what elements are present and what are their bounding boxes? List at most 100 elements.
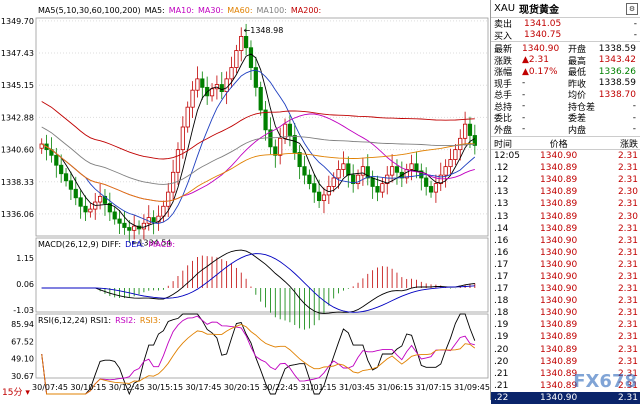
tick-c1: .13 bbox=[494, 199, 509, 210]
tick-c1: .12 bbox=[494, 163, 509, 174]
tick-c3: 2.31 bbox=[617, 163, 638, 174]
quote-v2: - bbox=[632, 124, 636, 135]
time-axis-label: 30/22:45 bbox=[262, 383, 298, 392]
tick-row[interactable]: .13 1340.89 2.31 bbox=[491, 198, 640, 210]
candle-body bbox=[287, 123, 293, 136]
quote-k2: 均价 bbox=[568, 91, 587, 102]
candle-body bbox=[39, 143, 44, 149]
tick-c3: 2.31 bbox=[617, 223, 638, 234]
tick-c1: .20 bbox=[494, 356, 509, 367]
quote-v2: 1338.59 bbox=[598, 43, 636, 54]
watermark-logo: FX678 bbox=[573, 371, 637, 392]
tick-c1: .19 bbox=[494, 332, 509, 343]
tick-c1: .18 bbox=[494, 296, 509, 307]
candle-body bbox=[438, 174, 443, 185]
candle-body bbox=[312, 183, 317, 193]
tick-row[interactable]: .16 1340.90 2.31 bbox=[491, 247, 640, 259]
price-axis-label: 1349.70 bbox=[1, 17, 34, 26]
candle-body bbox=[59, 164, 64, 175]
candle-body bbox=[209, 88, 215, 97]
candle-body bbox=[83, 205, 88, 213]
candle-body bbox=[73, 188, 78, 199]
sell-row: 卖出 1341.05 - bbox=[494, 18, 637, 31]
candle-body bbox=[258, 86, 263, 111]
macd-axis-label: 1.15 bbox=[16, 254, 34, 263]
tick-row[interactable]: .17 1340.90 2.31 bbox=[491, 271, 640, 283]
candle-body bbox=[248, 47, 254, 68]
tick-c1: .14 bbox=[494, 223, 509, 234]
ma10-line bbox=[41, 69, 476, 224]
main-legend-item-2: MA10: bbox=[168, 6, 195, 15]
candle-body bbox=[453, 149, 458, 160]
quote-row: 委比 - 委差 - bbox=[491, 112, 640, 125]
main-legend: MA5(5,10,30,60,100,200) MA5: MA10: MA30: MA6… bbox=[38, 5, 325, 17]
time-axis-label: 30/15:15 bbox=[147, 383, 183, 392]
quote-k: 总手 bbox=[494, 91, 513, 102]
tick-row[interactable]: .18 1340.90 2.31 bbox=[491, 295, 640, 307]
candle-body bbox=[462, 123, 468, 139]
ticks-list[interactable]: 12:05 1340.90 2.31 .12 1340.89 2.31 .12 1340.89… bbox=[491, 150, 640, 404]
chart-area[interactable]: 1349.70 1347.43 1345.15 1342.88 1340.60 1338.… bbox=[0, 0, 490, 400]
candle-body bbox=[175, 149, 181, 173]
quote-v2: - bbox=[632, 101, 636, 112]
tick-row[interactable]: .13 1340.89 2.30 bbox=[491, 210, 640, 222]
tick-row[interactable]: .12 1340.89 2.31 bbox=[491, 174, 640, 186]
timeframe-selector[interactable]: 15分 ▾ bbox=[2, 388, 30, 398]
candle-body bbox=[428, 186, 434, 193]
ma200-line bbox=[41, 101, 475, 160]
tick-row[interactable]: .22 1340.90 2.31 bbox=[491, 391, 640, 404]
quote-row: 最新 1340.90 开盘 1338.59 bbox=[491, 43, 640, 56]
candle-body bbox=[273, 146, 278, 156]
tick-c2: 1340.90 bbox=[540, 259, 578, 270]
candle-body bbox=[321, 194, 327, 202]
candle-body bbox=[297, 152, 302, 168]
candle-body bbox=[112, 211, 117, 220]
tick-c1: .17 bbox=[494, 259, 509, 270]
tick-row[interactable]: .21 1340.89 2.31 bbox=[491, 380, 640, 392]
candle-body bbox=[380, 183, 385, 193]
candle-body bbox=[443, 166, 448, 176]
tick-row[interactable]: .20 1340.89 2.31 bbox=[491, 356, 640, 368]
candle-body bbox=[307, 174, 312, 185]
tick-c3: 2.31 bbox=[617, 175, 638, 186]
tick-row[interactable]: .20 1340.89 2.31 bbox=[491, 344, 640, 356]
tick-row[interactable]: .14 1340.89 2.31 bbox=[491, 223, 640, 235]
tick-row[interactable]: 12:05 1340.90 2.31 bbox=[491, 150, 640, 162]
candle-body bbox=[302, 166, 307, 176]
rsi-axis-label: 85.94 bbox=[11, 320, 34, 329]
quote-k: 现手 bbox=[494, 79, 513, 90]
tick-c3: 2.31 bbox=[617, 368, 638, 379]
candle-body bbox=[234, 50, 239, 68]
tick-c2: 1340.90 bbox=[540, 392, 578, 403]
tick-row[interactable]: .19 1340.89 2.31 bbox=[491, 331, 640, 343]
tick-row[interactable]: .13 1340.89 2.30 bbox=[491, 186, 640, 198]
quote-v2: 1338.70 bbox=[598, 89, 636, 100]
quote-v: - bbox=[522, 78, 526, 89]
tick-row[interactable]: .21 1340.89 2.31 bbox=[491, 368, 640, 380]
candle-body bbox=[88, 208, 93, 213]
price-chart[interactable]: 1349.70 1347.43 1345.15 1342.88 1340.60 1338.… bbox=[0, 0, 490, 400]
tick-row[interactable]: .17 1340.90 2.31 bbox=[491, 259, 640, 271]
tick-c2: 1340.90 bbox=[540, 235, 578, 246]
main-legend-item-6: MA200: bbox=[290, 6, 322, 15]
candle-body bbox=[185, 106, 190, 128]
tick-c2: 1340.90 bbox=[540, 308, 578, 319]
ma5-line bbox=[41, 53, 476, 228]
quote-k2: 昨收 bbox=[568, 79, 587, 90]
candle-body bbox=[414, 163, 419, 172]
tick-c1: .20 bbox=[494, 344, 509, 355]
tick-row[interactable]: .17 1340.90 2.31 bbox=[491, 283, 640, 295]
candle-body bbox=[263, 109, 268, 131]
tick-row[interactable]: .18 1340.90 2.31 bbox=[491, 307, 640, 319]
quote-k: 涨跌 bbox=[494, 56, 513, 67]
quote-k2: 委差 bbox=[568, 114, 587, 125]
tick-row[interactable]: .12 1340.89 2.31 bbox=[491, 162, 640, 174]
quote-v: 1340.90 bbox=[522, 43, 560, 54]
main-frame bbox=[35, 17, 489, 237]
tick-row[interactable]: .19 1340.89 2.31 bbox=[491, 319, 640, 331]
symbol-code: XAU bbox=[494, 3, 516, 14]
settings-icon[interactable]: ⚙ bbox=[626, 2, 638, 15]
macd-frame bbox=[35, 237, 489, 313]
quote-k: 外盘 bbox=[494, 125, 513, 136]
tick-row[interactable]: .16 1340.90 2.31 bbox=[491, 235, 640, 247]
